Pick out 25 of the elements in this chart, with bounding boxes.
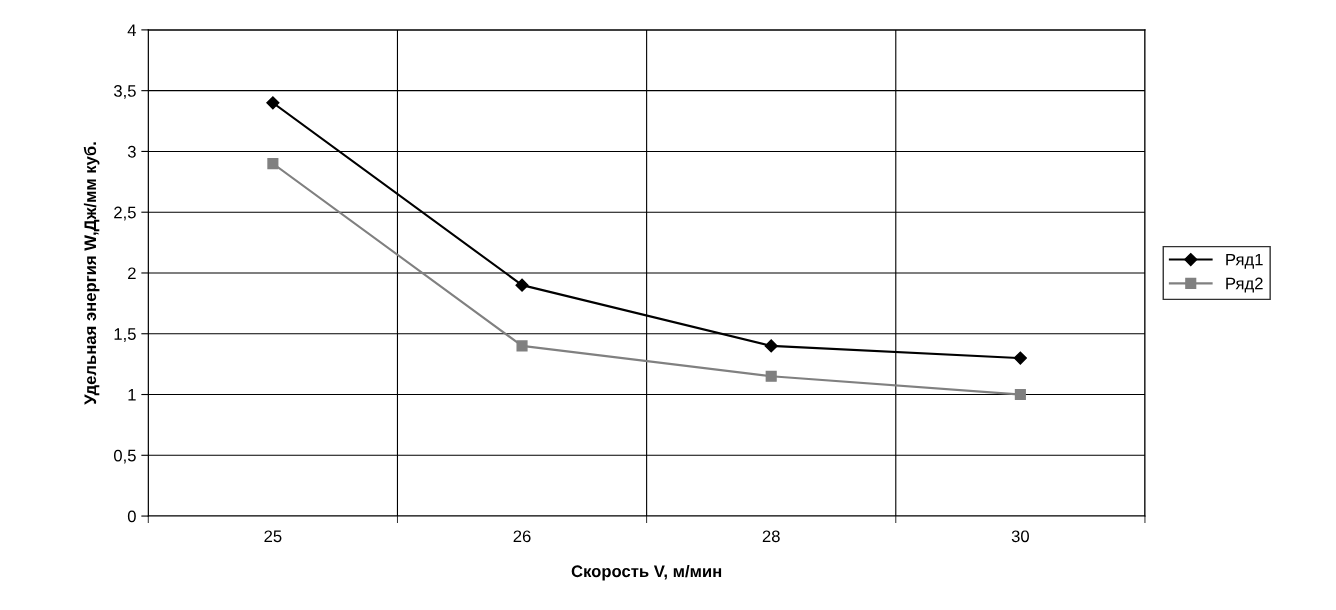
legend-label: Ряд2 xyxy=(1226,277,1263,293)
point xyxy=(267,158,279,170)
x-tick-label: 28 xyxy=(762,530,780,543)
legend-label: Ряд1 xyxy=(1226,253,1263,269)
point xyxy=(266,96,280,110)
y-tick-label: 1,5 xyxy=(114,328,136,342)
y-tick-label: 0,5 xyxy=(113,449,136,464)
point xyxy=(765,370,777,382)
x-axis-title: Скорость V, м/мин xyxy=(571,564,722,581)
y-tick-label: 3 xyxy=(127,145,136,158)
point xyxy=(515,278,529,292)
y-tick-label: 4 xyxy=(127,24,136,36)
point xyxy=(1013,351,1027,365)
point xyxy=(516,340,528,352)
x-tick-label: 30 xyxy=(1011,530,1029,543)
x-tick-label: 26 xyxy=(513,530,531,543)
y-tick-label: 2 xyxy=(128,267,136,280)
point xyxy=(1014,388,1026,401)
y-tick-label: 2,5 xyxy=(114,206,136,221)
y-tick-label: 1 xyxy=(128,389,136,401)
y-axis-title: Удельная энергия W,Дж/мм куб. xyxy=(83,142,100,405)
y-tick-label: 3,5 xyxy=(113,85,136,99)
y-tick-label: 0 xyxy=(127,510,136,523)
point xyxy=(764,339,778,353)
x-tick-label: 25 xyxy=(264,530,282,543)
